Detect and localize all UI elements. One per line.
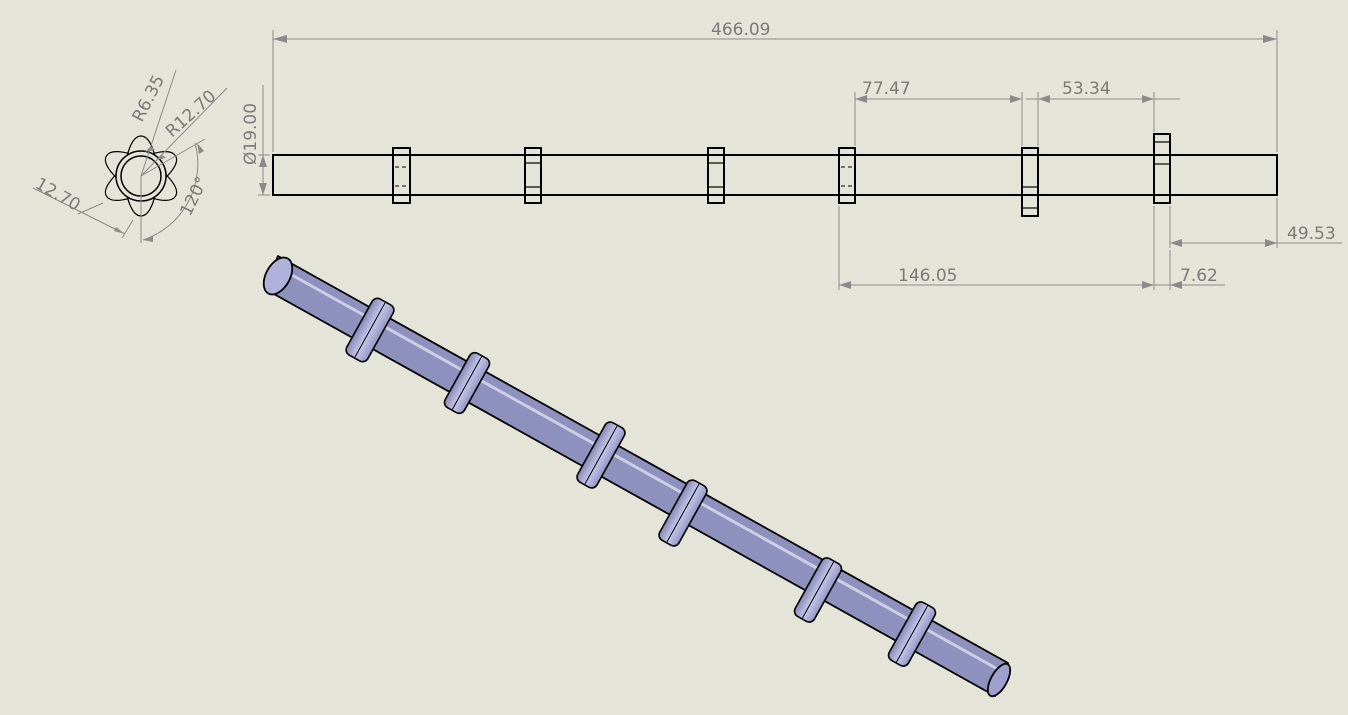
side-view-collars xyxy=(392,133,1171,217)
end-offset-dimension: 49.53 xyxy=(1169,198,1342,248)
overall-length-dimension: 466.09 xyxy=(272,20,1278,152)
span-dimension: 146.05 xyxy=(838,206,1155,290)
isometric-view xyxy=(262,255,1012,698)
diameter-dimension: Ø19.00 xyxy=(241,85,270,196)
end-view: R6.35 R12.70 12.70 120° xyxy=(32,69,228,243)
spacing-b-dimension: 53.34 xyxy=(1026,79,1180,146)
diameter-label: Ø19.00 xyxy=(241,103,261,165)
side-view: 466.09 Ø19.00 77.47 53.34 xyxy=(241,20,1342,290)
lobe-width-dimension: 7.62 xyxy=(1154,250,1225,290)
iso-shaft-end-face-right xyxy=(986,662,1012,698)
iso-shaft-end-face-left xyxy=(262,256,294,296)
overall-length-label: 466.09 xyxy=(711,20,770,40)
spacing-a-label: 77.47 xyxy=(862,79,911,99)
end-offset-label: 49.53 xyxy=(1287,224,1336,244)
outer-radius-label: R12.70 xyxy=(162,86,220,141)
lobe-width-label: 7.62 xyxy=(1180,266,1218,286)
spacing-a-dimension: 77.47 xyxy=(854,79,1023,146)
spacing-b-label: 53.34 xyxy=(1062,79,1111,99)
lobe-offset-label: 12.70 xyxy=(32,174,84,216)
span-label: 146.05 xyxy=(898,266,957,286)
side-view-shaft xyxy=(272,154,1278,196)
inner-radius-label: R6.35 xyxy=(129,72,169,125)
iso-shaft-highlight xyxy=(282,268,1002,673)
iso-collars xyxy=(345,297,937,667)
angle-label: 120° xyxy=(177,174,213,220)
